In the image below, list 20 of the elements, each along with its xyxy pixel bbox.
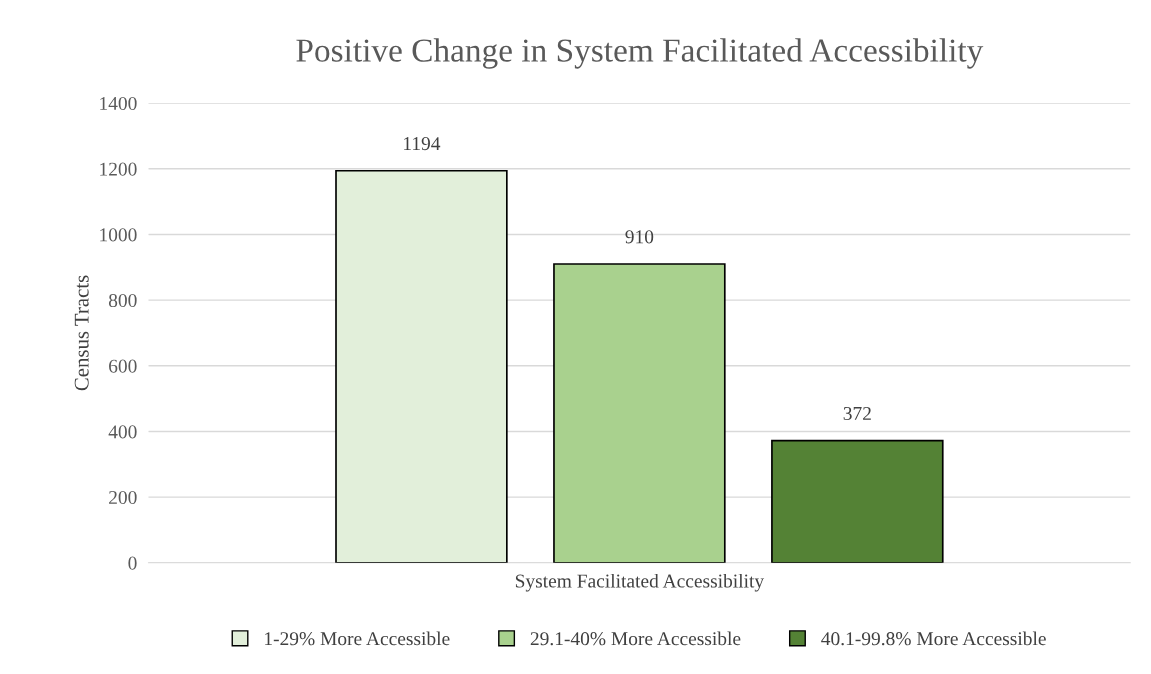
- data-label: 372: [843, 406, 871, 421]
- y-tick-label: 1400: [100, 96, 137, 111]
- y-tick-label: 600: [109, 359, 137, 373]
- y-tick-label: 1200: [100, 162, 137, 176]
- data-label: 1194: [404, 137, 441, 151]
- y-tick-label: 1000: [100, 228, 137, 242]
- chart-title: Positive Change in System Facilitated Accessibility: [296, 38, 984, 69]
- y-tick-label: 200: [109, 490, 137, 505]
- legend-label: 40.1-99.8% More Accessible: [821, 631, 1046, 646]
- legend-label: 1-29% More Accessible: [265, 631, 450, 646]
- y-tick-label: 800: [108, 293, 137, 308]
- y-axis-title: Census Tracts: [74, 275, 89, 391]
- bar: [335, 169, 508, 563]
- y-tick-label: 400: [108, 425, 137, 439]
- legend-label: 29.1-40% More Accessible: [530, 631, 741, 646]
- x-tick-label: System Facilitated Accessibility: [515, 573, 765, 592]
- bar: [771, 439, 944, 563]
- bar: [553, 263, 726, 563]
- data-label: 910: [625, 230, 654, 244]
- y-tick-label: 0: [128, 556, 137, 570]
